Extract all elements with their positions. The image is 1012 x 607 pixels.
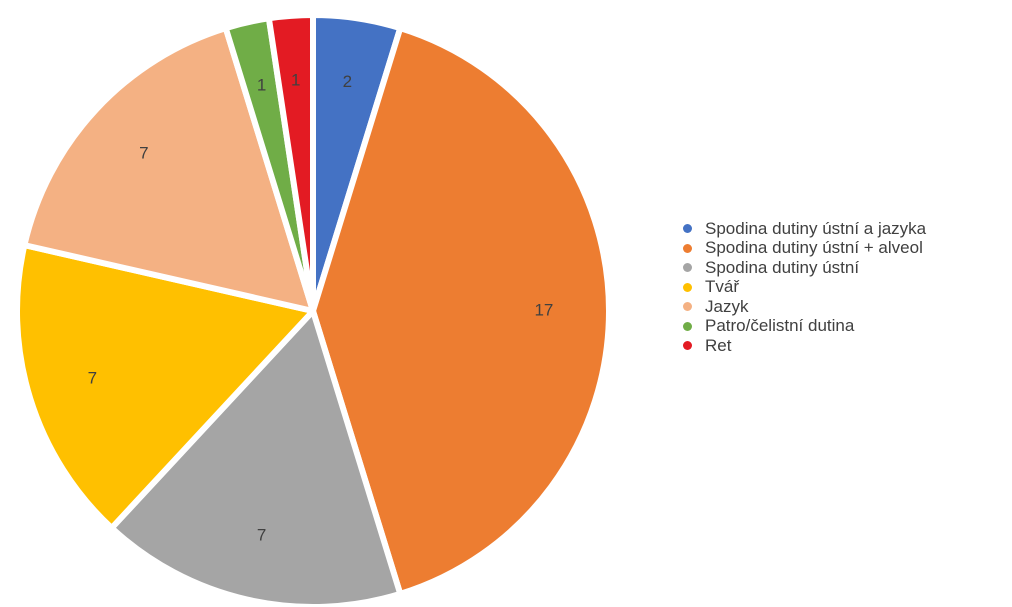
legend-label: Ret xyxy=(705,335,732,355)
legend-label: Spodina dutiny ústní a jazyka xyxy=(705,218,927,238)
legend-marker-icon xyxy=(683,263,692,273)
legend-item-patro-celistni-dutina: Patro/čelistní dutina xyxy=(683,316,926,337)
legend-marker-icon xyxy=(683,341,692,351)
pie-slice-value-label: 7 xyxy=(88,369,97,388)
legend-label: Jazyk xyxy=(705,296,749,316)
legend-item-ret: Ret xyxy=(683,336,926,356)
legend-item-tvar: Tvář xyxy=(683,277,926,298)
pie-slice-jazyk xyxy=(21,25,316,314)
legend-marker-icon xyxy=(683,224,692,234)
pie-slice-value-label: 17 xyxy=(534,300,553,319)
legend-label: Spodina dutiny ústní + alveol xyxy=(705,238,923,258)
pie-slice-value-label: 2 xyxy=(343,72,352,91)
pie-slice-tvar xyxy=(14,242,316,531)
pie-slice-ret xyxy=(265,12,316,314)
pie-slice-value-label: 7 xyxy=(257,526,266,545)
pie-slice-value-label: 1 xyxy=(291,70,300,89)
pie-slice-value-label: 7 xyxy=(139,143,148,162)
legend-item-jazyk: Jazyk xyxy=(683,297,926,317)
legend-label: Spodina dutiny ústní xyxy=(705,257,860,277)
legend-marker-icon xyxy=(683,243,692,253)
pie-chart-plot: 2 17 7 7 7 1 1 xyxy=(14,12,612,607)
legend-marker-icon xyxy=(683,282,692,292)
pie-slice-spodina-dutiny-ustni xyxy=(108,308,404,607)
legend-item-spodina-dutiny-ustni-alveol: Spodina dutiny ústní + alveol xyxy=(683,238,926,259)
legend-marker-icon xyxy=(683,302,692,312)
legend-item-spodina-dutiny-ustni-a-jazyka: Spodina dutiny ústní a jazyka xyxy=(683,219,926,239)
pie-slice-value-label: 1 xyxy=(257,75,266,94)
pie-slice-spodina-dutiny-ustni-alveol xyxy=(310,25,612,597)
legend-label: Patro/čelistní dutina xyxy=(705,316,855,336)
legend-marker-icon xyxy=(683,321,692,331)
chart-legend: Spodina dutiny ústní a jazyka Spodina dut… xyxy=(683,219,926,356)
legend-label: Tvář xyxy=(705,277,739,297)
legend-item-spodina-dutiny-ustni: Spodina dutiny ústní xyxy=(683,258,926,278)
